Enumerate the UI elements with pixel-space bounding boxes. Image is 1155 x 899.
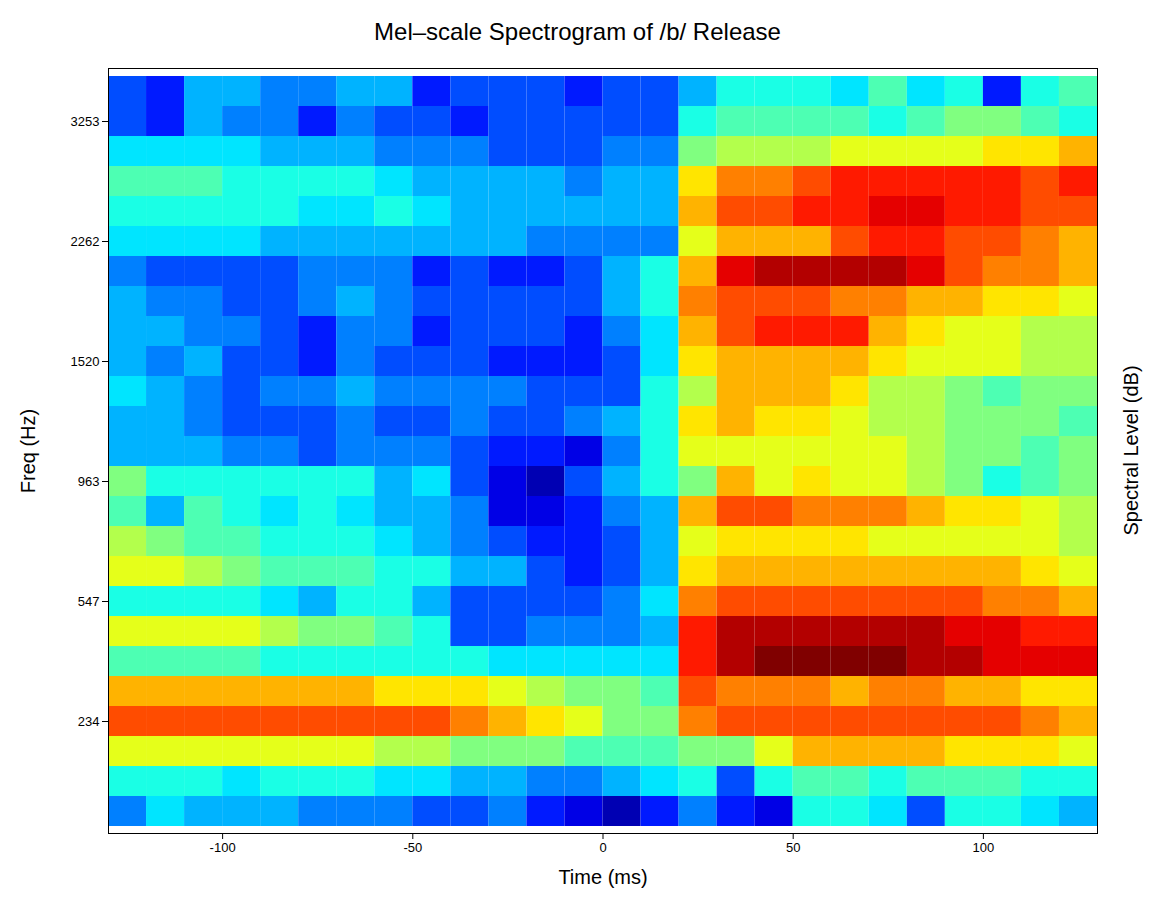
svg-text:Spectral Level (dB): Spectral Level (dB) xyxy=(1120,365,1142,535)
svg-text:547: 547 xyxy=(78,594,100,609)
svg-text:3253: 3253 xyxy=(71,114,100,129)
svg-text:100: 100 xyxy=(973,840,995,855)
html-text:Mel–scale Spectrogram of /b/ R: Mel–scale Spectrogram of /b/ Release xyxy=(374,18,781,45)
svg-text:2262: 2262 xyxy=(71,234,100,249)
svg-text:50: 50 xyxy=(786,840,800,855)
svg-text:Freq (Hz): Freq (Hz) xyxy=(17,409,39,493)
svg-text:0: 0 xyxy=(599,840,606,855)
svg-text:-100: -100 xyxy=(210,840,236,855)
svg-text:234: 234 xyxy=(78,714,100,729)
svg-text:-50: -50 xyxy=(403,840,422,855)
svg-text:Time (ms): Time (ms) xyxy=(558,866,647,888)
svg-text:1520: 1520 xyxy=(71,354,100,369)
svg-text:963: 963 xyxy=(78,474,100,489)
